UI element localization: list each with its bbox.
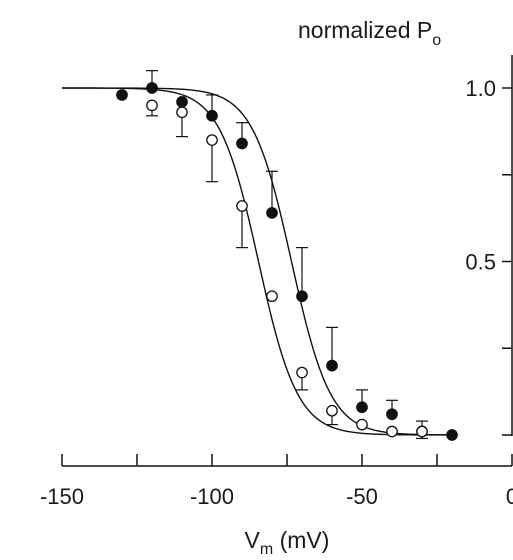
x-tick-label: -150 [40, 484, 84, 509]
open-data-point [416, 425, 428, 438]
open-data-point [176, 106, 188, 119]
filled-data-point [296, 290, 308, 303]
x-axis-label: Vm (mV) [245, 527, 330, 558]
error-bars [146, 70, 428, 440]
filled-data-point [116, 89, 128, 101]
open-data-point [266, 290, 278, 303]
x-tick-label: 0 [506, 484, 513, 509]
open-data-point [356, 418, 368, 431]
fit-curve-1 [62, 87, 453, 436]
data-points [116, 82, 458, 441]
filled-data-point [146, 82, 158, 94]
y-tick-label: 1.0 [465, 76, 496, 101]
filled-data-point [266, 207, 278, 219]
y-axis-label: normalized Po [298, 17, 441, 49]
filled-data-point [446, 429, 458, 441]
open-data-point [206, 134, 218, 146]
open-data-point [386, 425, 398, 438]
filled-data-point [236, 137, 248, 150]
fit-curves [61, 87, 453, 436]
axis-labels: Vm (mV) normalized Po [245, 17, 442, 558]
x-tick-label: -100 [190, 484, 234, 509]
open-data-point [326, 404, 338, 417]
open-data-point [146, 99, 158, 112]
axes: -150 -100 -50 0 0.5 1.0 [40, 55, 513, 509]
filled-data-point [326, 359, 338, 372]
filled-data-point [356, 401, 368, 414]
filled-data-point [386, 408, 398, 421]
open-data-point [236, 200, 248, 212]
y-tick-label: 0.5 [465, 250, 496, 275]
x-tick-label: -50 [346, 484, 378, 509]
open-data-point [296, 366, 308, 379]
filled-data-point [176, 96, 188, 108]
filled-data-point [206, 109, 218, 122]
